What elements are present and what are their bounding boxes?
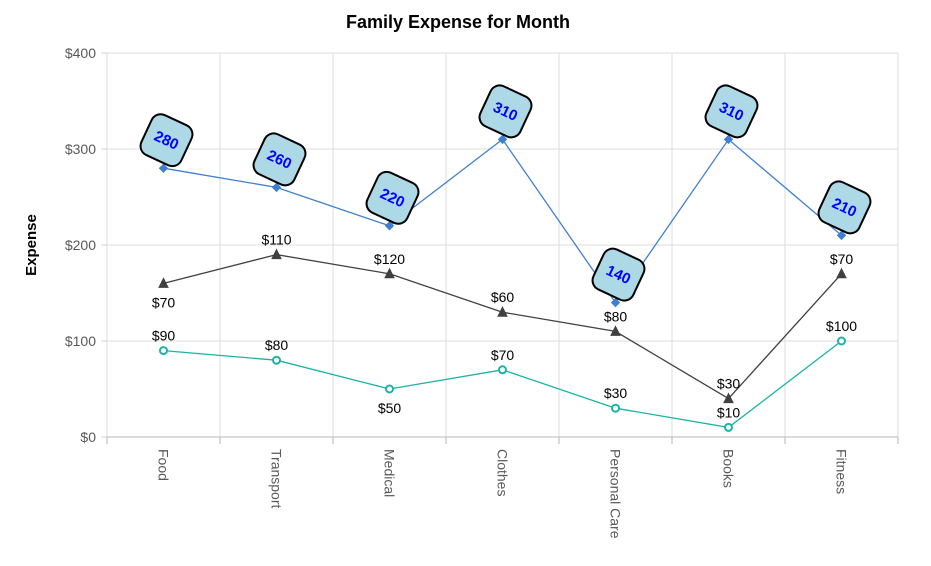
callout-label: 220: [365, 170, 420, 225]
data-label: $120: [374, 251, 405, 267]
axes: $0 $100 $200 $300 $400 Food Transport Medical Cl…: [65, 45, 899, 539]
data-point: [498, 365, 507, 375]
data-point: [837, 336, 846, 346]
data-point: [836, 230, 847, 241]
data-point: [611, 403, 620, 413]
y-tick-label: $0: [80, 429, 96, 445]
series-group: [158, 134, 847, 432]
x-tick-label: Personal Care: [608, 449, 624, 539]
data-label: $80: [604, 308, 628, 324]
data-label: $80: [265, 337, 289, 353]
x-tick-label: Fitness: [834, 449, 850, 494]
callout-label: 310: [704, 84, 759, 139]
series-3: [159, 336, 846, 432]
x-tick-label: Transport: [269, 449, 285, 509]
data-point: [158, 277, 169, 288]
data-label: $10: [717, 404, 741, 420]
data-point: [271, 182, 282, 193]
data-label: $60: [491, 289, 515, 305]
data-label: $30: [604, 385, 628, 401]
data-point: [610, 325, 621, 336]
callout-label: 140: [591, 247, 646, 302]
series-2: [158, 248, 847, 404]
y-tick-label: $400: [65, 45, 96, 61]
y-tick-label: $300: [65, 141, 96, 157]
series-1: [158, 134, 847, 308]
y-tick-label: $100: [65, 333, 96, 349]
data-point: [385, 384, 394, 394]
callout-box: [252, 132, 307, 187]
data-point: [271, 248, 282, 260]
y-axis-label: Expense: [23, 214, 40, 276]
data-label: $100: [826, 318, 857, 334]
data-point: [158, 163, 169, 173]
data-point: [497, 134, 508, 145]
x-tick-label: Books: [721, 449, 737, 488]
data-point: [159, 346, 168, 356]
data-point: [836, 267, 847, 279]
data-point: [723, 392, 734, 404]
data-point: [384, 221, 395, 231]
x-tick-label: Food: [156, 449, 172, 481]
data-label: $30: [717, 376, 741, 392]
data-point: [384, 267, 395, 279]
data-label: $90: [152, 328, 176, 344]
chart-title: Family Expense for Month: [346, 12, 570, 32]
y-tick-label: $200: [65, 237, 96, 253]
data-label: $70: [152, 294, 176, 310]
callout-label: 280: [139, 113, 194, 168]
callout-label: 310: [478, 84, 533, 139]
data-label: $70: [491, 347, 515, 363]
callout-box: [478, 84, 533, 139]
data-labels: 280 260 220 310 140 310 210 $70 $110 $120 $60 $80 $3…: [139, 84, 872, 420]
data-point: [272, 355, 281, 365]
data-label: $50: [378, 400, 402, 416]
data-point: [497, 306, 508, 317]
callout-box: [704, 84, 759, 139]
data-point: [723, 134, 734, 145]
callout-label: 260: [252, 132, 307, 187]
x-tick-label: Medical: [382, 449, 398, 497]
x-tick-label: Clothes: [495, 449, 511, 496]
callout-box: [365, 170, 420, 225]
data-point: [724, 422, 733, 432]
callout-box: [591, 247, 646, 302]
data-label: $110: [261, 232, 291, 248]
data-point: [610, 297, 621, 308]
callout-box: [139, 113, 194, 168]
callout-box: [817, 180, 872, 235]
callout-label: 210: [817, 180, 872, 235]
data-label: $70: [830, 251, 854, 267]
